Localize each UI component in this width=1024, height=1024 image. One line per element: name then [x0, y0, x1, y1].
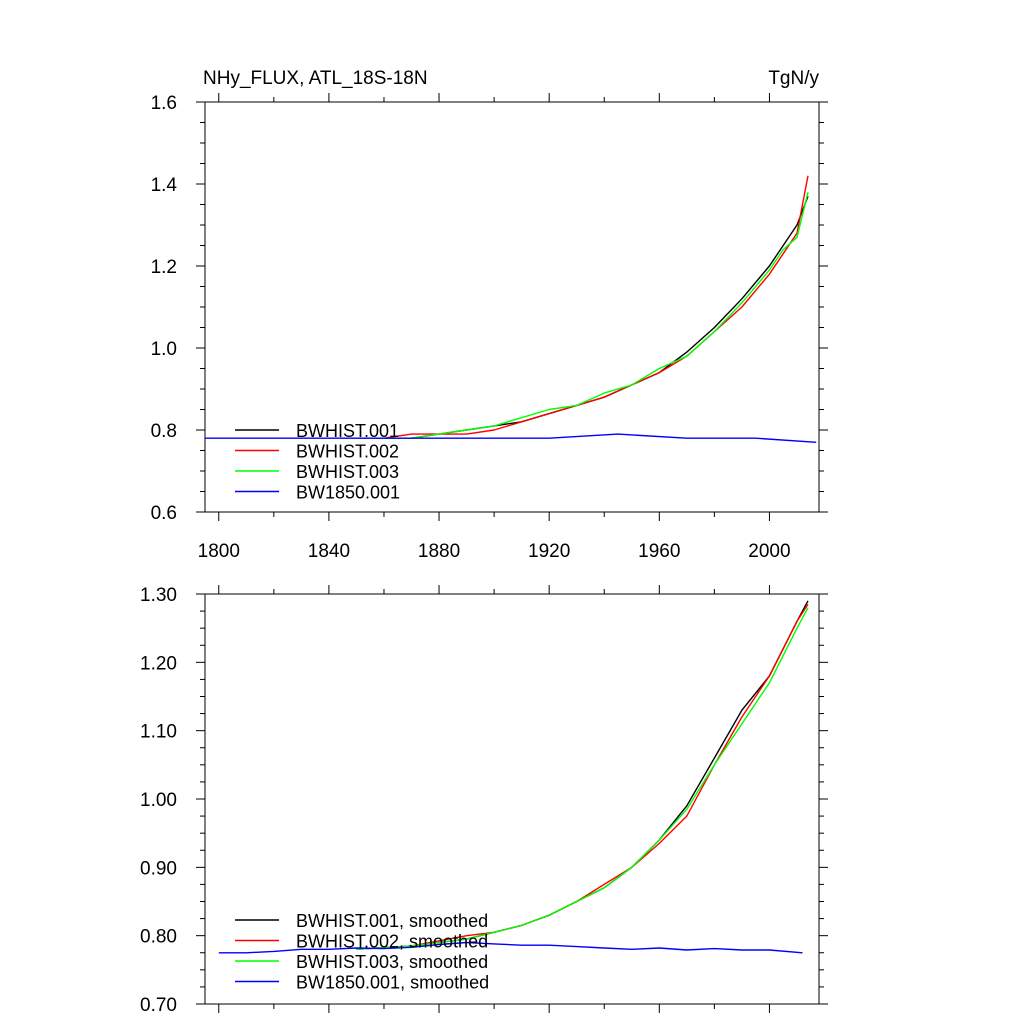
y-tick-label: 0.90 [140, 858, 177, 879]
y-tick-label: 1.4 [151, 175, 178, 196]
x-tick-label: 2000 [748, 541, 790, 562]
y-tick-label: 1.00 [140, 790, 177, 811]
top-panel: 1800 1840 1880 1920 1960 2000 0.6 0.8 1.0 1.2 1.4 1… [151, 93, 828, 562]
y-tick-label: 1.20 [140, 653, 177, 674]
chart-title-left: NHy_FLUX, ATL_18S-18N [203, 68, 428, 89]
series-line-bwhist-003-smoothed [356, 607, 809, 950]
legend-label: BWHIST.002, smoothed [296, 932, 488, 952]
legend-label: BWHIST.003, smoothed [296, 952, 488, 972]
x-tick-label: 1880 [418, 541, 460, 562]
legend-label: BWHIST.002 [296, 442, 399, 462]
series-line-bwhist-002 [356, 175, 809, 439]
y-tick-label: 0.8 [151, 421, 177, 442]
series-line-bwhist-001 [356, 196, 809, 439]
x-tick-label: 1840 [308, 541, 350, 562]
series-line-bwhist-001-smoothed [356, 600, 809, 950]
legend-label: BW1850.001 [296, 483, 400, 503]
y-tick-label: 0.6 [151, 503, 177, 524]
series-line-bwhist-003 [356, 192, 809, 439]
y-tick-label: 1.0 [151, 339, 177, 360]
bottom-panel: 0.70 0.80 0.90 1.00 1.10 1.20 1.30 BWHIST.001, … [140, 585, 828, 1016]
y-tick-label: 1.10 [140, 722, 177, 743]
series-line-bwhist-002-smoothed [356, 603, 809, 950]
legend-label: BWHIST.001 [296, 421, 399, 441]
series-group [205, 175, 817, 443]
y-tick-label: 0.70 [140, 995, 177, 1016]
legend-label: BWHIST.001, smoothed [296, 911, 488, 931]
series-group [218, 600, 809, 954]
x-tick-label: 1800 [198, 541, 240, 562]
series-line-bw1850-001-smoothed [218, 941, 803, 954]
chart-units-label: TgN/y [768, 68, 819, 89]
y-tick-label: 1.30 [140, 585, 177, 606]
series-line-bw1850-001 [205, 433, 817, 443]
legend-label: BWHIST.003 [296, 462, 399, 482]
y-tick-label: 0.80 [140, 927, 177, 948]
x-tick-label: 1960 [638, 541, 680, 562]
x-tick-label: 1920 [528, 541, 570, 562]
legend-label: BW1850.001, smoothed [296, 973, 489, 993]
y-tick-label: 1.2 [151, 257, 177, 278]
y-tick-label: 1.6 [151, 93, 177, 114]
